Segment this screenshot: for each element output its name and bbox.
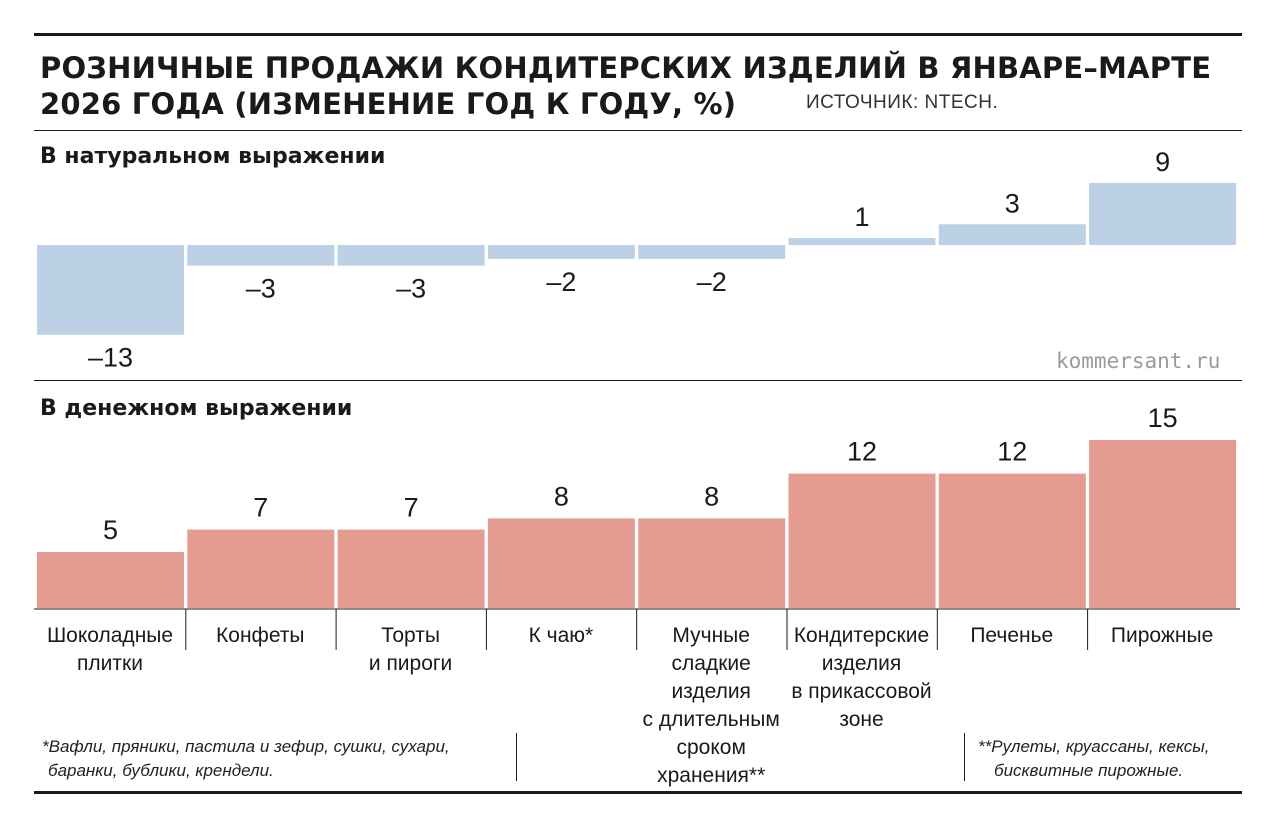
category-label-line: с длительным <box>642 708 780 731</box>
category-label: Торты и пироги <box>336 622 486 678</box>
panel-divider-rule <box>34 380 1242 381</box>
category-label-line: Кондитерские <box>793 624 930 647</box>
bar-natural <box>938 224 1086 245</box>
source-note: ИСТОЧНИК: NTECH. <box>806 92 999 113</box>
top-rule <box>34 33 1242 36</box>
chart-title: РОЗНИЧНЫЕ ПРОДАЖИ КОНДИТЕРСКИХ ИЗДЕЛИЙ В… <box>40 51 1212 121</box>
bar-monetary <box>187 529 335 608</box>
value-label-natural: –13 <box>88 343 133 373</box>
category-label-line: Шоколадные <box>46 624 174 647</box>
category-label-line: изделия <box>821 652 902 675</box>
category-label-line: сроком хранения** <box>657 736 766 787</box>
footnote-divider-right <box>964 733 965 781</box>
category-label: Пирожные <box>1087 622 1237 650</box>
category-label-line: зоне <box>839 708 884 731</box>
category-label-line: К чаю* <box>528 624 594 647</box>
category-label-line: и пироги <box>368 652 453 675</box>
bar-monetary <box>638 518 786 608</box>
category-label-line: Торты <box>381 624 440 647</box>
bottom-rule <box>34 791 1242 794</box>
category-label: Шоколадные плитки <box>35 622 185 678</box>
category-label-line: сладкие <box>671 652 751 675</box>
bar-natural <box>638 245 786 259</box>
value-label-natural: 1 <box>854 202 869 232</box>
bar-natural <box>187 245 335 266</box>
footnote-1-line: баранки, бублики, крендели. <box>48 761 274 780</box>
bar-natural <box>37 245 184 335</box>
category-label: К чаю* <box>486 622 636 650</box>
value-label-natural: –2 <box>546 267 576 297</box>
value-label-monetary: 8 <box>554 481 569 511</box>
value-label-monetary: 7 <box>253 493 268 523</box>
bar-monetary <box>337 529 485 608</box>
value-label-monetary: 8 <box>704 481 719 511</box>
category-label: Кондитерские изделия в прикассовой зоне <box>787 622 937 734</box>
value-label-natural: –3 <box>396 274 426 304</box>
category-label: Конфеты <box>185 622 335 650</box>
bar-natural <box>1089 182 1237 245</box>
category-label-line: плитки <box>77 652 143 675</box>
bar-monetary <box>37 552 184 608</box>
category-label-line: Конфеты <box>216 624 305 647</box>
value-label-monetary: 12 <box>847 437 877 467</box>
category-label-line: изделия <box>671 680 751 703</box>
footnote-1: *Вафли, пряники, пастила и зефир, сушки,… <box>42 735 450 783</box>
category-label: Мучные сладкие изделия с длительным сроком х… <box>636 622 786 790</box>
header-rule <box>34 130 1242 131</box>
value-label-monetary: 5 <box>103 515 118 545</box>
footnote-divider-left <box>516 733 517 781</box>
bar-natural <box>788 238 936 245</box>
category-label: Печенье <box>937 622 1087 650</box>
value-label-monetary: 12 <box>997 437 1027 467</box>
bar-natural <box>487 245 635 259</box>
bar-monetary <box>1089 440 1237 608</box>
panel2-title: В денежном выражении <box>40 396 353 421</box>
footnote-2-line: **Рулеты, круассаны, кексы, <box>978 737 1210 756</box>
bar-monetary <box>938 473 1086 608</box>
bar-monetary <box>487 518 635 608</box>
footnote-1-line: *Вафли, пряники, пастила и зефир, сушки,… <box>42 737 450 756</box>
value-label-monetary: 15 <box>1148 403 1178 433</box>
footnote-2-line: бисквитные пирожные. <box>994 761 1184 780</box>
value-label-natural: 3 <box>1005 188 1020 218</box>
category-label-line: Мучные <box>672 624 750 647</box>
bar-monetary <box>788 473 936 608</box>
panel1-title: В натуральном выражении <box>40 144 386 169</box>
bar-natural <box>337 245 485 266</box>
value-label-monetary: 7 <box>404 493 419 523</box>
credit-label: kommersant.ru <box>1056 349 1221 373</box>
footnote-2: **Рулеты, круассаны, кексы, бисквитные п… <box>978 735 1210 783</box>
value-label-natural: 9 <box>1155 147 1170 177</box>
category-label-line: в прикассовой <box>791 680 932 703</box>
value-label-natural: –3 <box>246 274 276 304</box>
category-label-line: Пирожные <box>1110 624 1214 647</box>
category-label-line: Печенье <box>970 624 1054 647</box>
value-label-natural: –2 <box>697 267 727 297</box>
